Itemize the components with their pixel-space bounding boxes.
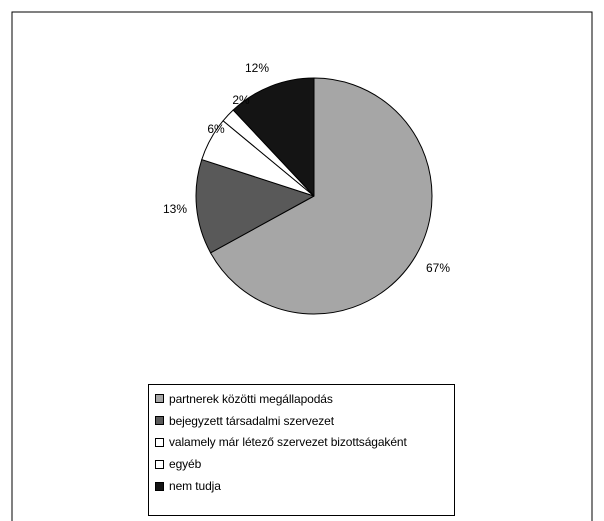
pie-slice <box>195 159 315 254</box>
legend-swatch-bejegyzett <box>155 416 164 426</box>
legend-swatch-valamely <box>155 437 164 447</box>
slice-percent-label: 13% <box>163 202 187 216</box>
legend-item-valamely: valamely már létező szervezet bizottsága… <box>149 432 454 454</box>
legend-swatch-egyeb <box>155 459 164 469</box>
slice-percent-label: 6% <box>207 122 225 136</box>
legend-item-partnerek: partnerek közötti megállapodás <box>149 388 454 410</box>
pie-slice <box>210 77 433 315</box>
legend-item-nem-tudja: nem tudja <box>149 475 454 497</box>
legend-swatch-nem-tudja <box>155 481 164 491</box>
legend-label: valamely már létező szervezet bizottsága… <box>169 435 407 450</box>
slice-percent-label: 67% <box>426 261 450 275</box>
legend-label: nem tudja <box>169 479 221 494</box>
legend-label: egyéb <box>169 457 202 472</box>
legend-label: bejegyzett társadalmi szervezet <box>169 413 334 428</box>
slice-percent-label: 12% <box>245 61 269 75</box>
legend: partnerek közötti megállapodás bejegyzet… <box>148 384 455 516</box>
pie-slice <box>232 77 315 197</box>
slice-percent-label: 2% <box>232 93 250 107</box>
legend-swatch-partnerek <box>155 394 164 404</box>
legend-item-bejegyzett: bejegyzett társadalmi szervezet <box>149 410 454 432</box>
legend-item-egyeb: egyéb <box>149 453 454 475</box>
legend-label: partnerek közötti megállapodás <box>169 391 333 406</box>
